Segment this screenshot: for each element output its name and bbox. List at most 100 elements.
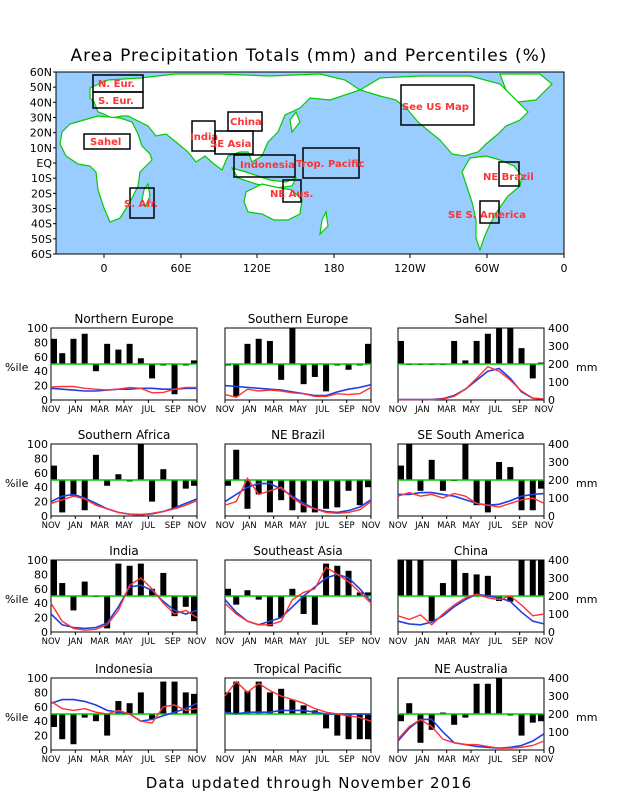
percentile-bar [149, 480, 156, 502]
percentile-bar [406, 703, 413, 714]
percentile-bar [59, 583, 66, 596]
percentile-bar [428, 459, 435, 480]
percentile-bar [334, 714, 341, 736]
percentile-bar [233, 596, 240, 605]
left-axis-label: %ile [5, 361, 29, 374]
map-lat-label: 20N [30, 127, 52, 140]
month-label: SEP [339, 755, 355, 765]
month-label: SEP [339, 521, 355, 531]
month-label: MAY [289, 405, 307, 415]
percentile-bar [496, 328, 503, 364]
recent-precip-line [224, 680, 372, 722]
map-lat-label: 30S [31, 203, 52, 216]
month-label: SEP [165, 637, 181, 647]
percentile-bar [439, 480, 446, 491]
percentile-bar [507, 596, 514, 602]
month-label: SEP [165, 755, 181, 765]
month-label: NOV [216, 637, 235, 647]
percentile-bar [225, 480, 231, 486]
map-region-label: See US Map [402, 102, 469, 113]
chart-title: Tropical Pacific [253, 662, 342, 676]
percentile-bar [417, 714, 424, 743]
normal-precip-line [224, 482, 372, 514]
month-label: MAR [437, 637, 456, 647]
percentile-bar [289, 480, 296, 511]
month-label: MAY [115, 405, 133, 415]
data-updated-note: Data updated through November 2016 [145, 774, 473, 792]
map-region-label: India [190, 132, 218, 143]
month-label: JUL [315, 521, 330, 531]
percentile-bar [182, 596, 189, 607]
percentile-bar [289, 588, 296, 596]
percentile-bar [484, 683, 491, 714]
percentile-bar [496, 678, 503, 714]
month-label: JUL [488, 521, 503, 531]
percentile-bar [356, 480, 363, 506]
map-lat-label: 50S [31, 233, 52, 246]
percentile-bar [406, 444, 413, 480]
percentile-bar [278, 480, 285, 501]
left-tick-label: 100 [27, 322, 48, 335]
map-region-box [83, 133, 131, 150]
chart-title: Southeast Asia [253, 544, 343, 558]
map-lon-label: 120W [394, 262, 426, 275]
month-label: NOV [42, 637, 61, 647]
month-label: JUL [141, 755, 156, 765]
percentile-bar [115, 474, 122, 480]
percentile-bar [149, 364, 156, 379]
left-tick-label: 80 [34, 686, 48, 699]
chart-tropical-pacific: Tropical Pacific NOV JAN MAR MAY JUL SEP NOV [216, 662, 381, 765]
right-tick-label: 300 [548, 572, 569, 585]
percentile-bar [255, 338, 262, 364]
right-tick-label: 100 [548, 608, 569, 621]
percentile-bar [92, 714, 99, 722]
right-tick-label: 200 [548, 708, 569, 721]
percentile-bar [92, 364, 99, 372]
chart-panel-grid: Northern Europe NOV JAN MAR MAY JUL SEP NOV 0 20 4… [0, 300, 618, 770]
map-lat-label: 60N [30, 66, 52, 79]
month-label: JAN [67, 637, 83, 647]
month-label: NOV [389, 637, 408, 647]
month-label: SEP [512, 637, 528, 647]
percentile-bar [507, 328, 514, 364]
map-lon-label: 60E [171, 262, 192, 275]
left-tick-label: 100 [27, 438, 48, 451]
percentile-bar [398, 340, 404, 364]
month-label: MAY [289, 755, 307, 765]
percentile-bar [171, 480, 178, 509]
chart-title: Southern Europe [248, 312, 349, 326]
map-lon-labels: 0 60E 120E 180 120W 60W 0 [101, 254, 568, 275]
right-tick-label: 0 [548, 394, 555, 407]
right-axis-label: mm [576, 593, 597, 606]
chart-ne-brazil: NE Brazil NOV JAN MAR MAY JUL SEP NOV [216, 428, 381, 531]
month-label: NOV [216, 405, 235, 415]
percentile-bar [538, 480, 544, 489]
percentile-bar [365, 480, 371, 488]
normal-precip-line [398, 491, 545, 507]
left-tick-label: 20 [34, 380, 48, 393]
map-region-box [400, 84, 475, 126]
left-tick-label: 20 [34, 496, 48, 509]
month-label: MAR [437, 521, 456, 531]
month-label: MAR [264, 755, 283, 765]
left-tick-label: 0 [41, 626, 48, 639]
month-label: SEP [339, 405, 355, 415]
right-tick-label: 200 [548, 358, 569, 371]
month-label: MAY [289, 521, 307, 531]
percentile-bar [518, 480, 525, 511]
percentile-bar [126, 565, 133, 596]
map-region-label: China [230, 117, 262, 128]
month-label: MAR [437, 405, 456, 415]
percentile-bar [356, 592, 363, 596]
recent-precip-line [397, 718, 545, 749]
percentile-bar [115, 563, 122, 596]
percentile-bar [473, 683, 480, 714]
month-label: JUL [141, 521, 156, 531]
percentile-bar [462, 360, 469, 364]
month-label: NOV [362, 755, 381, 765]
percentile-bar [149, 714, 156, 720]
percentile-bar [484, 575, 491, 596]
percentile-bar [417, 480, 424, 491]
